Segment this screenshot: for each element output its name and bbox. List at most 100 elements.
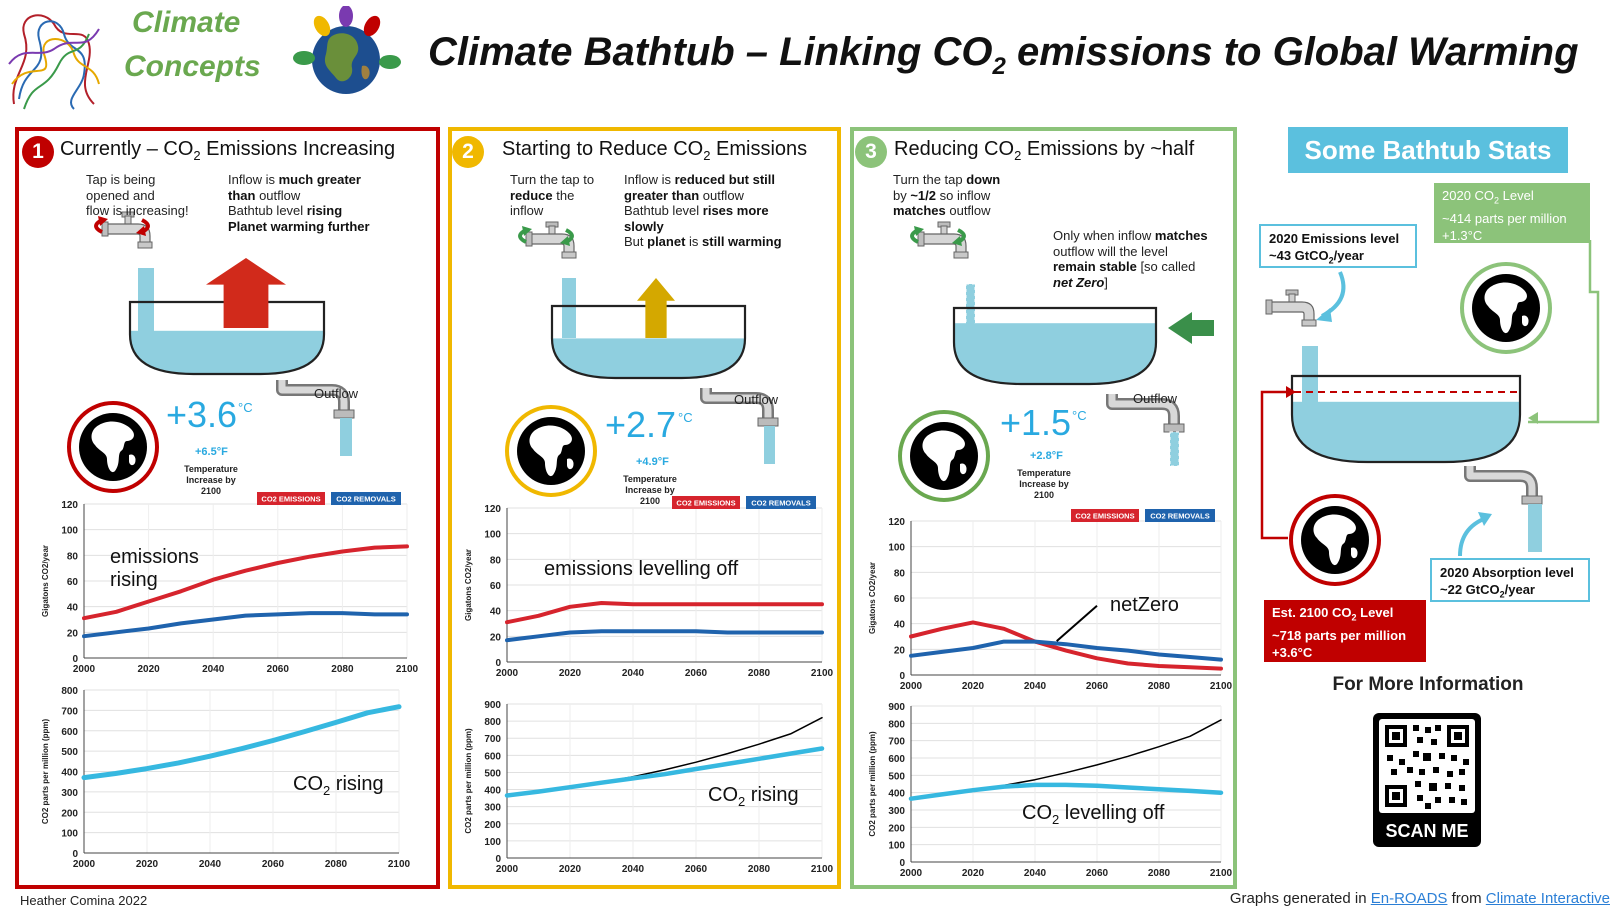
panel-1-co2-label-sub: 2 (323, 783, 331, 798)
panel-2-rise-arrow (637, 278, 675, 338)
chart-4-ytick: 400 (484, 786, 501, 797)
chart-5-xtick: 2040 (1024, 681, 1047, 692)
panel-2-note-r4: slowly (624, 218, 664, 234)
chart-5-annotation-pointer (1056, 604, 1098, 642)
chart-4-ytick: 900 (484, 700, 501, 711)
chart-2-ytick: 200 (61, 808, 78, 819)
chart-2-xtick: 2100 (388, 859, 411, 870)
panel-3-co2-label-b: levelling off (1059, 802, 1165, 824)
chart-3-ytick: 120 (484, 504, 501, 515)
chart-2: 0 100 200 300 400 500 600 700 800 2000 2020 2040 206… (41, 686, 411, 870)
panel-2-tub (550, 304, 747, 380)
qr-code[interactable]: SCAN ME (1373, 713, 1481, 847)
en-roads-link[interactable]: En-ROADS (1370, 890, 1448, 907)
chart-1-legend-item: CO2 REMOVALS (336, 495, 395, 504)
panel-2-note-r5d: still warming (702, 234, 782, 249)
chart-2-ytick: 100 (61, 829, 78, 840)
chart-2-series-2 (81, 704, 402, 781)
chart-5-legend-swatch (1145, 509, 1215, 522)
panel-3-note-left-2b: ~1/2 (910, 187, 937, 203)
panel-3-note-r1a: Only when inflow (1053, 228, 1155, 243)
chart-4-ytick: 200 (484, 820, 501, 831)
panel-2-title-a: Starting to Reduce CO (502, 138, 704, 160)
chart-3-ytick: 20 (490, 632, 502, 643)
panel-2-title-sub: 2 (703, 148, 711, 163)
chart-1-legend-swatch (257, 492, 325, 505)
panel-3-note-r3a: remain stable (1053, 259, 1137, 274)
panel-3-tub-water (954, 323, 1156, 384)
chart-2-xtick: 2020 (136, 859, 159, 870)
panel-2-co2-label-sub: 2 (738, 794, 746, 809)
chart-5-ytick: 80 (894, 568, 906, 579)
panel-2-note-left-1: Turn the tap to (510, 172, 595, 187)
chart-6: 0 100 200 300 400 500 600 700 800 900 2000 2020 2040… (868, 702, 1233, 879)
chart-2-ytick: 300 (61, 788, 78, 799)
chart-2-xtick: 2080 (325, 859, 348, 870)
panel-2-inflow-stream (562, 278, 576, 338)
chart-4-ytick: 300 (484, 803, 501, 814)
stats-inflow-stream (1302, 346, 1318, 420)
stats-emis-arrow-head (1316, 308, 1332, 322)
panel-3-temp-cap-3: 2100 (1033, 490, 1055, 500)
panel-1-temp-f: +6.5°F (195, 446, 228, 458)
stats-globe-2100 (1289, 494, 1381, 586)
panel-2-rotate-arrows (518, 226, 574, 246)
stats-2020-co2: 2020 CO2 Level ~414 parts per million +1… (1434, 183, 1590, 243)
chart-6-ytick: 200 (888, 823, 905, 834)
stats-2020-connector (1528, 240, 1600, 424)
chart-3-ytick: 80 (490, 555, 502, 566)
chart-1-ytick: 40 (67, 603, 79, 614)
stats-emis-2020-2a: ~43 GtCO (1269, 248, 1329, 263)
panel-3-outflow-pipe (1106, 394, 1185, 433)
stats-emis-2020-1: 2020 Emissions level (1269, 231, 1400, 246)
panel-2-co2-label-b: rising (745, 784, 799, 806)
stats-est-2100-a: Est. 2100 CO (1272, 605, 1352, 620)
chart-3-legend-swatch (746, 496, 816, 509)
stats-abs-2020-1: 2020 Absorption level (1440, 565, 1574, 580)
panel-2-note-r2: greater than (624, 187, 700, 203)
panel-2-note-r3a: Bathtub level (624, 203, 703, 218)
page-title: Climate Bathtub – Linking CO2 emissions … (428, 30, 1579, 81)
chart-6-ytick: 400 (888, 789, 905, 800)
chart-3-xtick: 2060 (685, 668, 708, 679)
panel-2-note-left-3: inflow (510, 203, 544, 218)
panel-3-note-left: Turn the tap down by ~1/2 so inflow matc… (893, 172, 1000, 219)
chart-2-ytick: 600 (61, 727, 78, 738)
panel-1-note-r1a: Inflow is (228, 172, 279, 187)
chart-1-legend-item: CO2 EMISSIONS (261, 495, 320, 504)
chart-5-xtick: 2060 (1086, 681, 1109, 692)
chart-2-ytick: 400 (61, 768, 78, 779)
panel-2 (448, 127, 841, 889)
panel-1-temp: +3.6 (166, 394, 238, 435)
chart-1-legend-swatch (331, 492, 401, 505)
chart-5-series-2 (909, 639, 1223, 662)
panel-1-title-a: Currently – CO (60, 138, 194, 160)
panel-2-note-r5b: planet (647, 234, 686, 249)
drawing-layer (67, 211, 1600, 586)
chart-6-xtick: 2080 (1148, 868, 1171, 879)
panel-1-number: 1 (22, 136, 54, 168)
panel-2-temp-cap-2: Increase by (625, 485, 675, 495)
panel-3 (850, 127, 1237, 889)
chart-1-xtick: 2040 (202, 664, 225, 675)
chart-5-xtick: 2020 (962, 681, 985, 692)
panel-3-note-r2: outflow will the level (1053, 243, 1168, 259)
panel-1-note-r3b: rising (306, 203, 343, 218)
panel-3-note-r1b: matches (1154, 228, 1208, 243)
chart-3-xtick: 2100 (811, 668, 834, 679)
chart-4-xtick: 2060 (685, 864, 708, 875)
chart-2-xtick: 2040 (199, 859, 222, 870)
chart-5-ytick: 20 (894, 645, 906, 656)
chart-1-ytick: 0 (72, 654, 78, 665)
chart-4-xtick: 2080 (748, 864, 771, 875)
stats-est-2100-b: Level (1356, 605, 1394, 620)
panel-1 (15, 127, 440, 889)
chart-1-xtick: 2060 (267, 664, 290, 675)
climate-interactive-link[interactable]: Climate Interactive (1485, 890, 1610, 907)
panel-1-note-left-2: opened and (86, 187, 155, 203)
stats-est-2100-ppm: ~718 parts per million (1272, 627, 1407, 643)
panel-1-note-r2b: outflow (255, 187, 301, 203)
